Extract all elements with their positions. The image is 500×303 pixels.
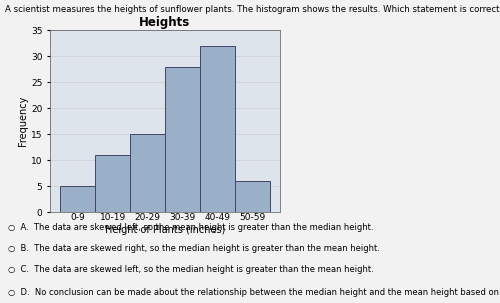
Bar <box>234 181 270 212</box>
Text: ○  D.  No conclusion can be made about the relationship between the median heigh: ○ D. No conclusion can be made about the… <box>8 288 500 298</box>
Bar <box>200 46 234 212</box>
Bar <box>96 155 130 212</box>
Text: ○  B.  The data are skewed right, so the median height is greater than the mean : ○ B. The data are skewed right, so the m… <box>8 244 380 253</box>
Text: ○  A.  The data are skewed left, so the mean height is greater than the median h: ○ A. The data are skewed left, so the me… <box>8 223 373 232</box>
Bar <box>60 186 96 212</box>
Bar <box>165 67 200 212</box>
Text: ○  C.  The data are skewed left, so the median height is greater than the mean h: ○ C. The data are skewed left, so the me… <box>8 265 373 274</box>
Bar <box>130 134 165 212</box>
Title: Heights: Heights <box>140 16 190 29</box>
Text: A scientist measures the heights of sunflower plants. The histogram shows the re: A scientist measures the heights of sunf… <box>5 5 500 14</box>
Y-axis label: Frequency: Frequency <box>18 96 28 146</box>
X-axis label: Height of Plants (inches): Height of Plants (inches) <box>105 225 225 235</box>
